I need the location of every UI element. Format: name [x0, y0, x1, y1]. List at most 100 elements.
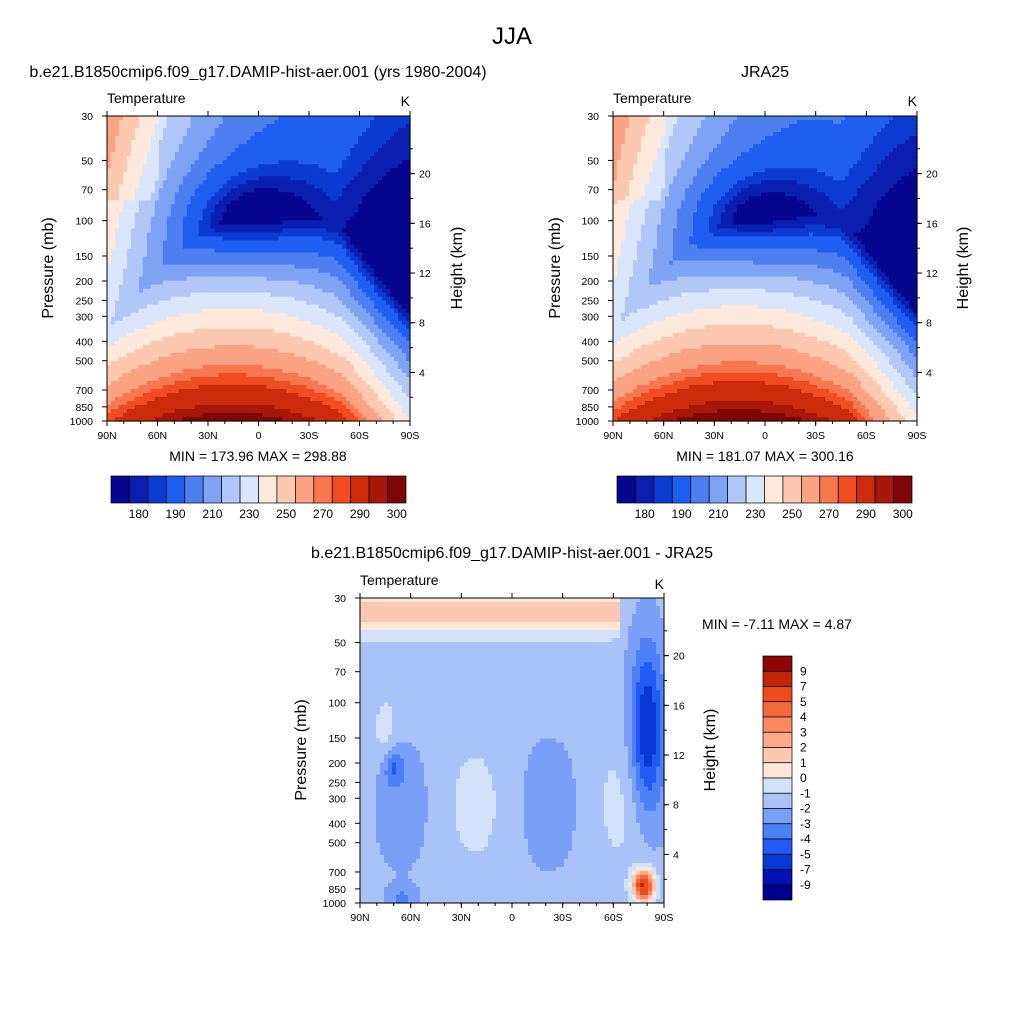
field-cell — [370, 356, 375, 362]
field-cell — [230, 376, 236, 382]
field-cell — [158, 144, 164, 149]
field-cell — [278, 152, 284, 157]
field-cell — [254, 268, 260, 274]
field-cell — [358, 144, 363, 149]
field-cell — [230, 356, 236, 362]
field-cell — [382, 332, 387, 338]
field-cell — [322, 244, 327, 250]
field-cell — [182, 336, 188, 342]
field-cell — [110, 352, 116, 358]
field-cell — [382, 132, 387, 137]
field-cell — [322, 288, 327, 294]
field-cell — [126, 260, 132, 266]
field-cell — [234, 280, 240, 286]
field-cell — [190, 264, 196, 270]
field-cell — [134, 152, 140, 157]
field-cell — [150, 148, 156, 153]
field-cell — [170, 348, 176, 354]
field-cell — [322, 340, 327, 346]
field-cell — [314, 272, 319, 278]
field-cell — [398, 212, 403, 217]
field-cell — [114, 332, 120, 338]
field-cell — [298, 272, 303, 278]
field-cell — [350, 148, 355, 153]
field-cell — [298, 192, 303, 197]
field-cell — [334, 244, 339, 250]
field-cell — [170, 220, 176, 225]
field-cell — [234, 124, 240, 129]
field-cell — [294, 324, 299, 330]
field-cell — [210, 172, 216, 177]
field-cell — [210, 272, 216, 278]
field-cell — [390, 152, 395, 157]
field-cell — [250, 268, 256, 274]
field-cell — [222, 308, 228, 314]
field-cell — [402, 232, 407, 237]
field-cell — [206, 292, 212, 298]
field-cell — [266, 164, 272, 169]
field-cell — [226, 124, 232, 129]
field-cell — [238, 192, 244, 197]
field-cell — [366, 196, 371, 201]
field-cell — [210, 192, 216, 197]
field-cell — [162, 336, 168, 342]
field-cell — [126, 212, 132, 217]
field-cell — [162, 164, 168, 169]
field-cell — [202, 264, 208, 270]
field-cell — [178, 364, 184, 370]
field-cell — [146, 368, 152, 374]
field-cell — [242, 204, 248, 209]
field-cell — [370, 164, 375, 169]
field-cell — [126, 376, 132, 382]
field-cell — [274, 372, 280, 378]
field-cell — [230, 116, 236, 121]
field-cell — [358, 304, 363, 310]
field-cell — [142, 252, 148, 258]
field-cell — [210, 196, 216, 201]
field-cell — [142, 164, 148, 169]
field-cell — [314, 212, 319, 217]
field-cell — [310, 180, 315, 185]
field-cell — [342, 196, 347, 201]
field-cell — [234, 356, 240, 362]
field-cell — [142, 236, 148, 241]
field-cell — [270, 196, 276, 201]
field-cell — [142, 324, 148, 330]
field-cell — [178, 252, 184, 258]
field-cell — [210, 300, 216, 306]
field-cell — [282, 228, 288, 233]
field-cell — [198, 304, 204, 310]
field-cell — [130, 332, 136, 338]
field-cell — [182, 324, 188, 330]
field-cell — [402, 148, 407, 153]
field-cell — [286, 360, 291, 366]
field-cell — [166, 284, 172, 290]
field-cell — [258, 184, 264, 189]
field-cell — [314, 248, 319, 254]
field-cell — [286, 252, 291, 258]
field-cell — [334, 152, 339, 157]
field-cell — [138, 128, 144, 133]
field-cell — [378, 372, 383, 378]
field-cell — [386, 116, 391, 121]
field-cell — [154, 288, 160, 294]
field-cell — [230, 160, 236, 165]
field-cell — [170, 288, 176, 294]
field-cell — [254, 308, 260, 314]
field-cell — [306, 212, 311, 217]
field-cell — [338, 304, 343, 310]
field-cell — [266, 244, 272, 250]
field-cell — [270, 172, 276, 177]
field-cell — [362, 360, 367, 366]
field-cell — [130, 256, 136, 262]
field-cell — [118, 276, 124, 282]
field-cell — [166, 152, 172, 157]
field-cell — [254, 328, 260, 334]
field-cell — [130, 296, 136, 302]
field-cell — [398, 180, 403, 185]
field-cell — [366, 312, 371, 318]
field-cell — [270, 356, 276, 362]
field-cell — [202, 148, 208, 153]
field-cell — [258, 148, 264, 153]
field-cell — [230, 240, 236, 246]
